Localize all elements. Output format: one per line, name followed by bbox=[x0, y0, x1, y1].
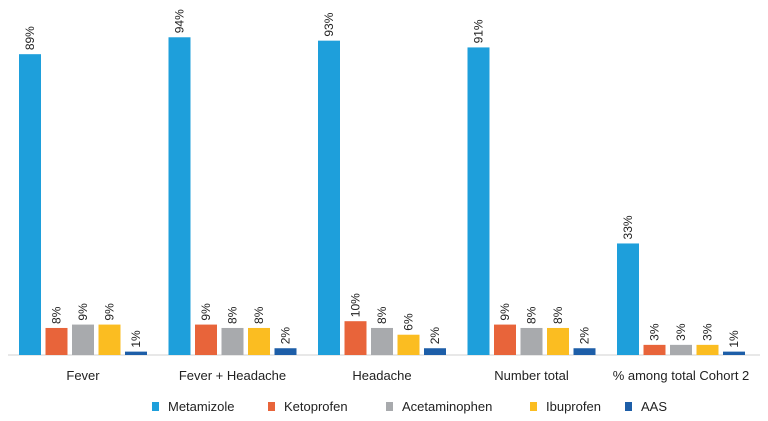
bar-aas-1 bbox=[274, 348, 297, 355]
bar-ibuprofen-4 bbox=[696, 344, 719, 355]
bar-metamizole-0 bbox=[19, 54, 41, 356]
data-label: 8% bbox=[525, 306, 539, 324]
data-label: 9% bbox=[498, 303, 512, 321]
bar-aas-0 bbox=[125, 351, 147, 355]
bar-acetaminophen-2 bbox=[371, 327, 393, 355]
data-label: 94% bbox=[173, 9, 187, 33]
legend-swatch-ketoprofen bbox=[268, 402, 275, 411]
data-label: 1% bbox=[727, 330, 741, 348]
bar-aas-3 bbox=[573, 348, 596, 355]
bar-ibuprofen-2 bbox=[397, 334, 420, 355]
bar-metamizole-2 bbox=[318, 40, 340, 355]
data-label: 3% bbox=[648, 323, 662, 341]
bar-ibuprofen-0 bbox=[98, 324, 121, 355]
data-label: 8% bbox=[375, 306, 389, 324]
bar-acetaminophen-4 bbox=[670, 344, 692, 355]
bar-ibuprofen-1 bbox=[248, 327, 270, 355]
x-tick-label: Headache bbox=[352, 368, 411, 383]
legend-swatch-aas bbox=[625, 402, 632, 411]
x-tick-label: Number total bbox=[494, 368, 569, 383]
legend-label: Acetaminophen bbox=[402, 399, 492, 414]
legend-swatch-metamizole bbox=[152, 402, 159, 411]
data-label: 2% bbox=[578, 327, 592, 345]
bar-acetaminophen-3 bbox=[520, 327, 543, 355]
legend-label: Ibuprofen bbox=[546, 399, 601, 414]
data-label: 3% bbox=[701, 323, 715, 341]
data-label: 2% bbox=[428, 327, 442, 345]
x-tick-label: % among total Cohort 2 bbox=[613, 368, 750, 383]
legend-label: Metamizole bbox=[168, 399, 234, 414]
data-label: 1% bbox=[129, 330, 143, 348]
bar-ketoprofen-3 bbox=[494, 324, 516, 355]
data-label: 89% bbox=[23, 26, 37, 50]
legend-label: AAS bbox=[641, 399, 667, 414]
data-label: 33% bbox=[621, 215, 635, 239]
bar-metamizole-1 bbox=[168, 37, 191, 355]
bar-acetaminophen-1 bbox=[221, 327, 244, 355]
data-label: 9% bbox=[199, 303, 213, 321]
bar-metamizole-4 bbox=[617, 243, 639, 355]
bar-aas-2 bbox=[424, 348, 446, 355]
bar-ketoprofen-0 bbox=[45, 327, 68, 355]
data-label: 8% bbox=[551, 306, 565, 324]
data-label: 10% bbox=[349, 293, 363, 317]
data-label: 8% bbox=[252, 306, 266, 324]
bar-ketoprofen-4 bbox=[643, 344, 666, 355]
bar-ibuprofen-3 bbox=[547, 327, 569, 355]
data-label: 93% bbox=[322, 12, 336, 36]
data-label: 91% bbox=[472, 19, 486, 43]
data-label: 9% bbox=[103, 303, 117, 321]
data-label: 6% bbox=[402, 313, 416, 331]
bar-metamizole-3 bbox=[467, 47, 490, 356]
data-label: 8% bbox=[226, 306, 240, 324]
bar-acetaminophen-0 bbox=[72, 324, 94, 355]
x-tick-label: Fever + Headache bbox=[179, 368, 286, 383]
legend-label: Ketoprofen bbox=[284, 399, 348, 414]
bar-ketoprofen-2 bbox=[344, 321, 367, 355]
x-tick-label: Fever bbox=[66, 368, 100, 383]
data-label: 9% bbox=[76, 303, 90, 321]
bar-aas-4 bbox=[723, 351, 745, 355]
legend-swatch-ibuprofen bbox=[530, 402, 537, 411]
legend-swatch-acetaminophen bbox=[386, 402, 393, 411]
bar-ketoprofen-1 bbox=[195, 324, 217, 355]
data-label: 8% bbox=[50, 306, 64, 324]
data-label: 3% bbox=[674, 323, 688, 341]
data-label: 2% bbox=[279, 327, 293, 345]
